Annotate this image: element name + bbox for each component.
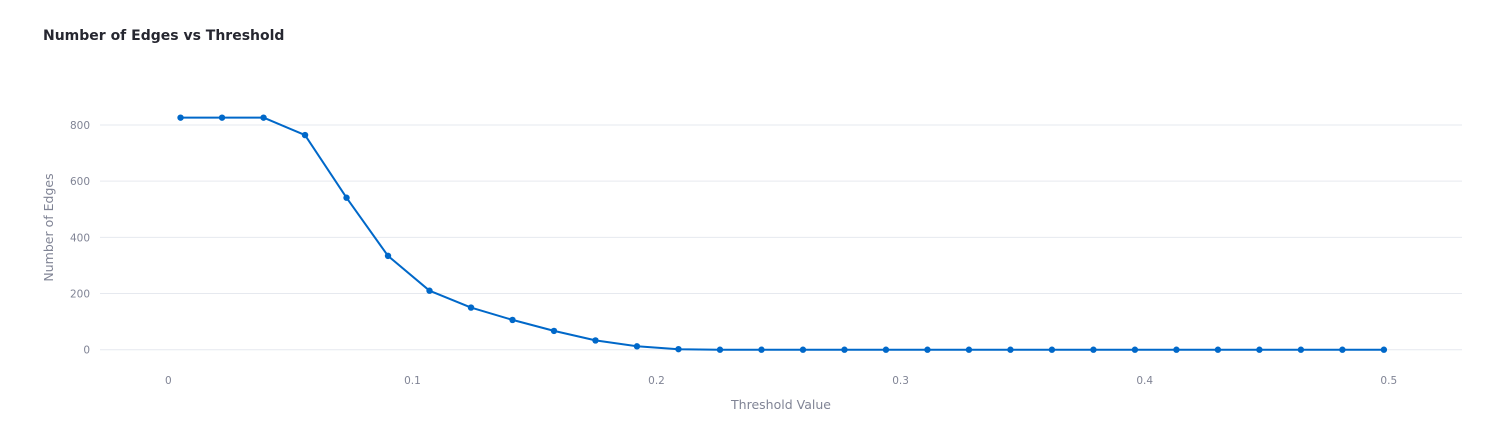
data-point[interactable] <box>218 114 226 121</box>
y-tick-label: 200 <box>70 289 90 301</box>
data-point[interactable] <box>799 346 807 353</box>
data-point[interactable] <box>1297 346 1305 353</box>
data-point[interactable] <box>758 346 765 353</box>
data-point[interactable] <box>1048 346 1056 353</box>
data-point[interactable] <box>1256 346 1263 353</box>
x-tick-label: 0 <box>165 375 172 387</box>
y-tick-label: 800 <box>70 120 90 132</box>
data-point[interactable] <box>343 194 350 201</box>
data-point[interactable] <box>1007 346 1014 353</box>
data-point[interactable] <box>550 327 558 335</box>
x-tick-label: 0.1 <box>404 375 421 387</box>
data-point[interactable] <box>965 346 973 353</box>
x-tick-label: 0.2 <box>648 375 665 387</box>
series-line <box>180 116 1384 351</box>
x-axis-title: Threshold Value <box>730 397 831 412</box>
data-point[interactable] <box>716 346 724 353</box>
data-point[interactable] <box>841 346 848 353</box>
y-tick-label: 400 <box>70 232 90 244</box>
data-point[interactable] <box>1214 346 1222 353</box>
chart-title: Number of Edges vs Threshold <box>43 28 285 44</box>
y-axis: 0 200 400 600 800 <box>70 120 90 357</box>
data-point[interactable] <box>1090 346 1097 353</box>
data-point[interactable] <box>882 346 890 353</box>
data-point[interactable] <box>592 337 599 344</box>
data-point[interactable] <box>1380 346 1388 353</box>
data-point[interactable] <box>675 345 682 353</box>
data-point[interactable] <box>509 316 516 324</box>
y-tick-label: 600 <box>70 176 90 188</box>
x-tick-label: 0.4 <box>1136 375 1153 387</box>
data-point[interactable] <box>1339 346 1346 353</box>
data-point[interactable] <box>177 114 184 121</box>
data-point[interactable] <box>384 252 392 260</box>
grid-layer <box>100 124 1462 351</box>
data-point[interactable] <box>1173 346 1180 353</box>
y-axis-title: Number of Edges <box>41 173 56 281</box>
data-point[interactable] <box>924 346 931 353</box>
data-point[interactable] <box>426 287 433 294</box>
x-tick-label: 0.5 <box>1380 375 1397 387</box>
data-point[interactable] <box>301 131 309 139</box>
x-tick-label: 0.3 <box>892 375 909 387</box>
series-layer <box>177 114 1388 353</box>
data-point[interactable] <box>467 304 475 311</box>
data-point[interactable] <box>633 343 641 350</box>
y-tick-label: 0 <box>83 345 90 357</box>
data-point[interactable] <box>1131 346 1139 353</box>
x-axis: 0 0.1 0.2 0.3 0.4 0.5 <box>165 375 1397 387</box>
data-point[interactable] <box>260 114 267 121</box>
